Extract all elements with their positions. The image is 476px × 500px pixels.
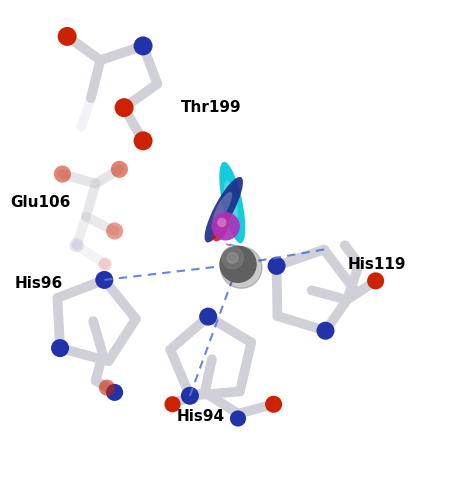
Circle shape bbox=[181, 387, 199, 405]
Circle shape bbox=[227, 252, 238, 264]
Ellipse shape bbox=[212, 215, 229, 242]
Ellipse shape bbox=[213, 192, 232, 224]
Circle shape bbox=[317, 322, 335, 340]
Ellipse shape bbox=[205, 177, 243, 242]
Circle shape bbox=[217, 218, 227, 227]
Text: His94: His94 bbox=[176, 408, 224, 424]
Circle shape bbox=[134, 132, 153, 150]
Circle shape bbox=[220, 246, 256, 282]
Ellipse shape bbox=[215, 220, 224, 234]
Text: Thr199: Thr199 bbox=[181, 100, 242, 115]
Circle shape bbox=[265, 396, 282, 413]
Circle shape bbox=[211, 212, 240, 240]
Circle shape bbox=[111, 161, 128, 178]
Circle shape bbox=[164, 396, 180, 412]
Circle shape bbox=[106, 384, 123, 401]
Text: Glu106: Glu106 bbox=[10, 195, 70, 210]
Circle shape bbox=[99, 380, 115, 396]
Circle shape bbox=[268, 257, 286, 275]
Circle shape bbox=[115, 98, 134, 117]
Circle shape bbox=[51, 339, 69, 357]
Ellipse shape bbox=[219, 162, 245, 243]
Circle shape bbox=[134, 36, 153, 56]
Circle shape bbox=[106, 222, 123, 240]
Circle shape bbox=[230, 410, 246, 426]
Circle shape bbox=[58, 27, 77, 46]
Circle shape bbox=[99, 258, 112, 271]
Text: His96: His96 bbox=[15, 276, 63, 290]
Circle shape bbox=[222, 247, 243, 268]
Circle shape bbox=[367, 272, 384, 289]
Circle shape bbox=[199, 308, 217, 326]
Circle shape bbox=[54, 166, 71, 182]
Circle shape bbox=[220, 247, 262, 288]
Circle shape bbox=[95, 271, 113, 289]
Ellipse shape bbox=[224, 181, 238, 222]
Text: His119: His119 bbox=[347, 256, 406, 272]
Circle shape bbox=[69, 238, 84, 252]
